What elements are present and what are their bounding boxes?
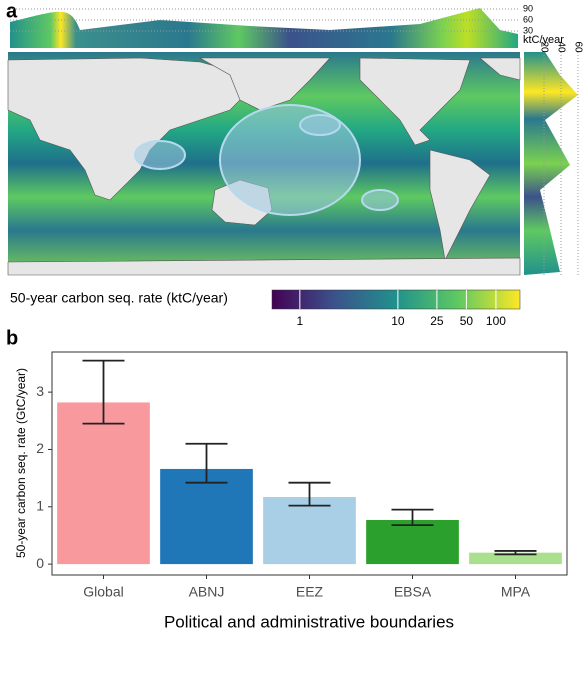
- top-margin-profile: [10, 8, 518, 48]
- panel-label: b: [6, 327, 18, 349]
- x-tick-label: EEZ: [296, 584, 324, 600]
- x-tick-label: MPA: [501, 584, 531, 600]
- x-tick-label: ABNJ: [189, 584, 225, 600]
- y-tick-label: 1: [36, 497, 44, 513]
- bar: [469, 552, 562, 565]
- continent: [429, 149, 491, 261]
- continent: [479, 57, 521, 81]
- colorbar: [271, 289, 521, 310]
- mpa-region: [361, 189, 399, 211]
- right-tick-label: 40: [555, 41, 566, 53]
- colorbar-tick-label: 1: [297, 314, 304, 328]
- bar: [57, 402, 150, 565]
- right-tick-label: 60: [572, 41, 583, 53]
- bar: [160, 468, 253, 565]
- y-axis-label: 50-year carbon seq. rate (GtC/year): [14, 368, 28, 558]
- bar: [366, 519, 459, 565]
- top-tick-label: 60: [523, 14, 533, 24]
- y-tick-label: 3: [36, 383, 44, 399]
- colorbar-tick-label: 100: [486, 314, 506, 328]
- continent: [198, 57, 331, 111]
- top-tick-label: 90: [523, 3, 533, 13]
- mpa-region: [134, 140, 186, 170]
- colorbar-tick-label: 10: [391, 314, 405, 328]
- colorbar-tick-label: 50: [460, 314, 474, 328]
- continent: [359, 57, 471, 146]
- x-axis-label: Political and administrative boundaries: [164, 612, 454, 631]
- mpa-region: [299, 114, 341, 136]
- x-tick-label: EBSA: [394, 584, 432, 600]
- top-axis-label: ktC/year: [523, 34, 564, 46]
- y-tick-label: 0: [36, 555, 44, 571]
- y-tick-label: 2: [36, 440, 44, 456]
- colorbar-label: 50-year carbon seq. rate (ktC/year): [10, 290, 228, 306]
- panel-label: a: [6, 0, 18, 22]
- map: [7, 52, 521, 276]
- top-tick-label: 30: [523, 25, 533, 35]
- bar: [263, 497, 356, 565]
- colorbar-tick-label: 25: [430, 314, 444, 328]
- right-margin-profile: [524, 52, 578, 275]
- continent: [7, 257, 521, 276]
- right-tick-label: 20: [538, 41, 549, 53]
- x-tick-label: Global: [83, 584, 123, 600]
